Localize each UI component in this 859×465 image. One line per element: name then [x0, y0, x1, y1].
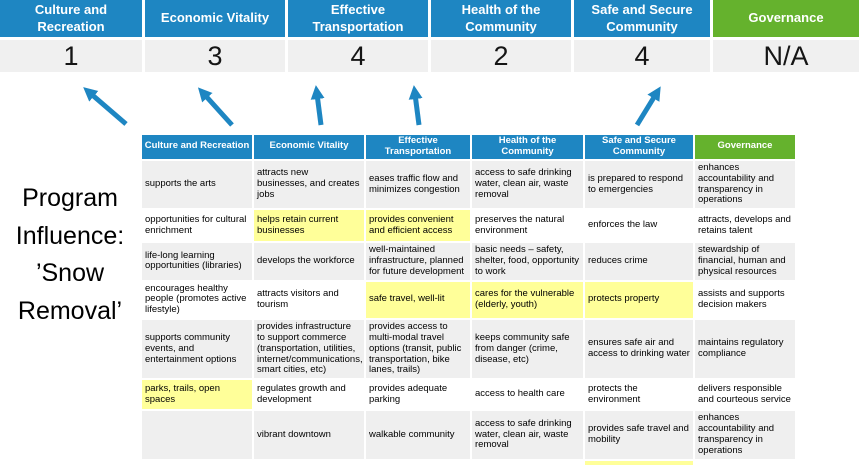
matrix-cell: attracts visitors and tourism — [252, 279, 366, 321]
page-title: Program Influence: ’Snow Removal’ — [15, 184, 125, 325]
matrix-cell: ensures safe air and access to drinking … — [583, 318, 695, 381]
matrix-cell: regulates growth and development — [252, 378, 366, 412]
matrix-header-economic-vitality: Economic Vitality — [252, 133, 366, 161]
matrix-cell: assists and supports decision makers — [693, 279, 797, 321]
up-arrow-icon — [197, 87, 234, 127]
matrix-cell: life-long learning opportunities (librar… — [140, 241, 254, 282]
priority-banner: Culture and Recreation Economic Vitality E… — [0, 0, 859, 37]
matrix-row: parks, trails, open spaces regulates grow… — [140, 378, 797, 412]
banner-safe-and-secure-community: Safe and Secure Community — [574, 0, 710, 37]
score-governance: N/A — [713, 40, 859, 72]
matrix-cell — [140, 409, 254, 461]
score-culture-and-recreation: 1 — [0, 40, 142, 72]
matrix-row: vibrant downtown walkable community access… — [140, 409, 797, 461]
matrix-cell: reduces crime — [583, 241, 695, 282]
banner-health-of-the-community: Health of the Community — [431, 0, 571, 37]
score-row: 1 3 4 2 4 N/A — [0, 40, 859, 72]
matrix-cell: protects property — [583, 279, 695, 321]
matrix-header-row: Culture and Recreation Economic Vitality E… — [140, 133, 797, 161]
matrix-cell: is prepared to respond to emergencies — [583, 158, 695, 211]
up-arrow-icon — [408, 85, 423, 126]
banner-governance: Governance — [713, 0, 859, 37]
matrix-cell: vibrant downtown — [252, 409, 366, 461]
matrix-cell: preserves the natural environment — [470, 208, 585, 244]
matrix-cell — [470, 458, 585, 465]
matrix-cell: helps retain current businesses — [252, 208, 366, 244]
matrix-cell: attracts, develops and retains talent — [693, 208, 797, 244]
score-safe-and-secure-community: 4 — [574, 40, 710, 72]
matrix-header-governance: Governance — [693, 133, 797, 161]
matrix-cell: supports the arts — [140, 158, 254, 211]
matrix-cell: encourages healthy people (promotes acti… — [140, 279, 254, 321]
matrix-row: life-long learning opportunities (librar… — [140, 241, 797, 282]
matrix-cell: provides safe travel and mobility — [583, 409, 695, 461]
matrix-cell — [364, 458, 472, 465]
matrix-cell: walkable community — [364, 409, 472, 461]
banner-economic-vitality: Economic Vitality — [145, 0, 285, 37]
matrix-cell: eases traffic flow and minimizes congest… — [364, 158, 472, 211]
matrix-cell: enforces the law — [583, 208, 695, 244]
matrix-cell: develops the workforce — [252, 241, 366, 282]
matrix-cell: enhances accountability and transparency… — [693, 409, 797, 461]
score-effective-transportation: 4 — [288, 40, 428, 72]
matrix-cell: stewardship of financial, human and phys… — [693, 241, 797, 282]
matrix-cell: provides infrastructure to support comme… — [252, 318, 366, 381]
matrix-cell: parks, trails, open spaces — [140, 378, 254, 412]
matrix-cell: delivers responsible and courteous servi… — [693, 378, 797, 412]
matrix-cell: access to health care — [470, 378, 585, 412]
influence-matrix: Culture and Recreation Economic Vitality E… — [140, 133, 797, 465]
matrix-cell: provides access to multi-modal travel op… — [364, 318, 472, 381]
up-arrow-icon — [634, 86, 661, 127]
matrix-cell: provides convenient and efficient access — [364, 208, 472, 244]
matrix-row: supports community events, and entertain… — [140, 318, 797, 381]
matrix-cell: attracts new businesses, and creates job… — [252, 158, 366, 211]
matrix-cell: provides adequate parking — [364, 378, 472, 412]
matrix-cell — [252, 458, 366, 465]
matrix-header-effective-transportation: Effective Transportation — [364, 133, 472, 161]
matrix-cell — [140, 458, 254, 465]
banner-culture-and-recreation: Culture and Recreation — [0, 0, 142, 37]
matrix-cell: opportunities for cultural enrichment — [140, 208, 254, 244]
matrix-cell: access to safe drinking water, clean air… — [470, 409, 585, 461]
matrix-cell: access to safe drinking water, clean air… — [470, 158, 585, 211]
matrix-header-safe-and-secure-community: Safe and Secure Community — [583, 133, 695, 161]
matrix-header-culture-and-recreation: Culture and Recreation — [140, 133, 254, 161]
matrix-row: looks after it's most vulnerable — [140, 458, 797, 465]
score-health-of-the-community: 2 — [431, 40, 571, 72]
matrix-row: opportunities for cultural enrichment hel… — [140, 208, 797, 244]
matrix-cell: protects the environment — [583, 378, 695, 412]
matrix-cell: looks after it's most vulnerable — [583, 458, 695, 465]
matrix-cell: well-maintained infrastructure, planned … — [364, 241, 472, 282]
up-arrow-icon — [310, 85, 325, 126]
matrix-row: encourages healthy people (promotes acti… — [140, 279, 797, 321]
up-arrow-icon — [83, 87, 128, 126]
matrix-row: supports the arts attracts new businesses… — [140, 158, 797, 211]
matrix-cell: enhances accountability and transparency… — [693, 158, 797, 211]
matrix-cell: supports community events, and entertain… — [140, 318, 254, 381]
matrix-header-health-of-the-community: Health of the Community — [470, 133, 585, 161]
matrix-cell: maintains regulatory compliance — [693, 318, 797, 381]
arrows — [83, 85, 661, 127]
matrix-cell: basic needs – safety, shelter, food, opp… — [470, 241, 585, 282]
banner-effective-transportation: Effective Transportation — [288, 0, 428, 37]
matrix-cell: cares for the vulnerable (elderly, youth… — [470, 279, 585, 321]
matrix-cell — [693, 458, 797, 465]
score-economic-vitality: 3 — [145, 40, 285, 72]
matrix-cell: safe travel, well-lit — [364, 279, 472, 321]
matrix-cell: keeps community safe from danger (crime,… — [470, 318, 585, 381]
